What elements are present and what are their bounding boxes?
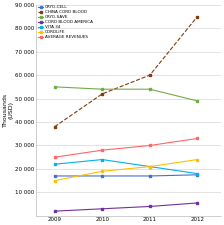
VITA 34	[149, 165, 151, 168]
VITA 34	[101, 158, 103, 161]
CRYO-SAVE	[149, 88, 151, 90]
Line: CRYO-CELL: CRYO-CELL	[53, 173, 199, 177]
CHINA CORD BLOOD	[196, 15, 199, 18]
AVERAGE REVENUES	[53, 156, 56, 159]
CRYO-SAVE	[196, 100, 199, 102]
AVERAGE REVENUES	[196, 137, 199, 140]
Y-axis label: Thousands
(USD): Thousands (USD)	[3, 93, 14, 127]
Line: AVERAGE REVENUES: AVERAGE REVENUES	[53, 137, 199, 159]
CORD BLOOD AMERICA	[149, 205, 151, 208]
CHINA CORD BLOOD	[149, 74, 151, 76]
Line: CORD BLOOD AMERICA: CORD BLOOD AMERICA	[53, 202, 199, 213]
CRYO-CELL	[101, 175, 103, 177]
CRYO-SAVE	[101, 88, 103, 90]
Line: CRYO-SAVE: CRYO-SAVE	[53, 86, 199, 102]
CORDLIFE	[53, 179, 56, 182]
CORDLIFE	[196, 158, 199, 161]
Legend: CRYO-CELL, CHINA CORD BLOOD, CRYO-SAVE, CORD BLOOD AMERICA, VITA 34, CORDLIFE, A: CRYO-CELL, CHINA CORD BLOOD, CRYO-SAVE, …	[38, 5, 93, 40]
CHINA CORD BLOOD	[53, 125, 56, 128]
VITA 34	[53, 163, 56, 166]
CRYO-SAVE	[53, 86, 56, 88]
CRYO-CELL	[196, 173, 199, 176]
AVERAGE REVENUES	[101, 149, 103, 151]
CRYO-CELL	[149, 175, 151, 177]
CORDLIFE	[149, 165, 151, 168]
AVERAGE REVENUES	[149, 144, 151, 147]
Line: CORDLIFE: CORDLIFE	[53, 158, 199, 182]
CHINA CORD BLOOD	[101, 92, 103, 95]
Line: CHINA CORD BLOOD: CHINA CORD BLOOD	[53, 15, 199, 128]
Line: VITA 34: VITA 34	[53, 158, 199, 175]
CORD BLOOD AMERICA	[101, 207, 103, 210]
CORD BLOOD AMERICA	[196, 202, 199, 204]
CORD BLOOD AMERICA	[53, 210, 56, 212]
CORDLIFE	[101, 170, 103, 173]
VITA 34	[196, 172, 199, 175]
CRYO-CELL	[53, 175, 56, 177]
